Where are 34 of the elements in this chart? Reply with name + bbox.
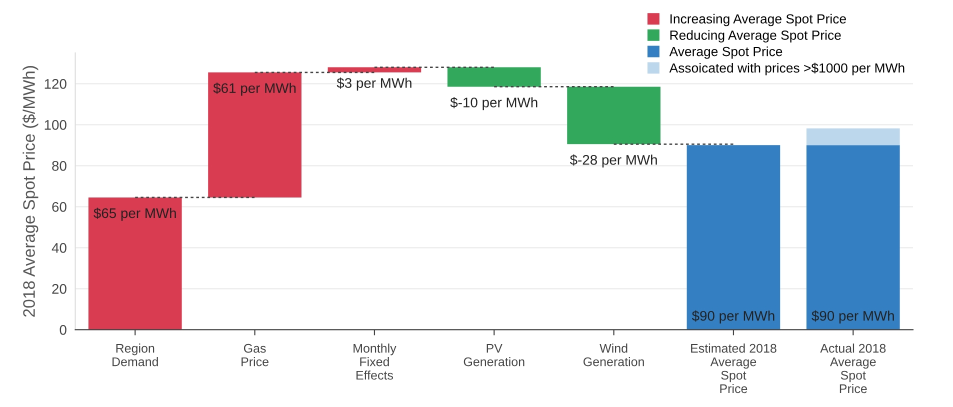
data-label: $61 per MWh [213, 82, 296, 96]
x-tick-label: Monthly Fixed Effects [354, 344, 396, 380]
x-tick-label: Estimated 2018 Average Spot Price [691, 344, 776, 394]
y-tick-label: 60 [52, 202, 66, 212]
bar [447, 67, 541, 87]
x-tick-label: Actual 2018 Average Spot Price [820, 344, 886, 394]
bar [567, 86, 660, 144]
data-label: $-10 per MWh [450, 96, 538, 110]
bar [328, 67, 422, 72]
bar [208, 72, 302, 198]
legend-label: Average Spot Price [669, 46, 782, 59]
bar [806, 128, 900, 146]
y-tick-label: 40 [52, 243, 66, 253]
y-axis-title: 2018 Average Spot Price ($/MWh) [22, 66, 38, 317]
y-tick-label: 80 [52, 161, 66, 171]
y-tick-label: 0 [60, 325, 66, 335]
data-label: $90 per MWh [812, 310, 894, 324]
x-tick-label: Gas Price [242, 344, 268, 366]
data-label: $90 per MWh [692, 310, 774, 324]
x-tick-label: Region Demand [112, 344, 158, 366]
legend-label: Assoicated with prices >$1000 per MWh [669, 62, 904, 76]
y-tick-label: 100 [44, 120, 66, 130]
bar [88, 197, 182, 330]
data-label: $65 per MWh [94, 208, 176, 221]
data-label: $3 per MWh [336, 78, 412, 91]
bar [806, 145, 900, 330]
bar [686, 145, 780, 330]
x-tick-label: Wind Generation [584, 344, 644, 366]
y-tick-label: 20 [52, 284, 66, 294]
data-label: $-28 per MWh [570, 154, 657, 168]
y-tick-label: 120 [44, 78, 66, 89]
x-tick-label: PV Generation [464, 344, 524, 366]
legend-label: Reducing Average Spot Price [670, 30, 841, 42]
legend-label: Increasing Average Spot Price [670, 14, 846, 26]
